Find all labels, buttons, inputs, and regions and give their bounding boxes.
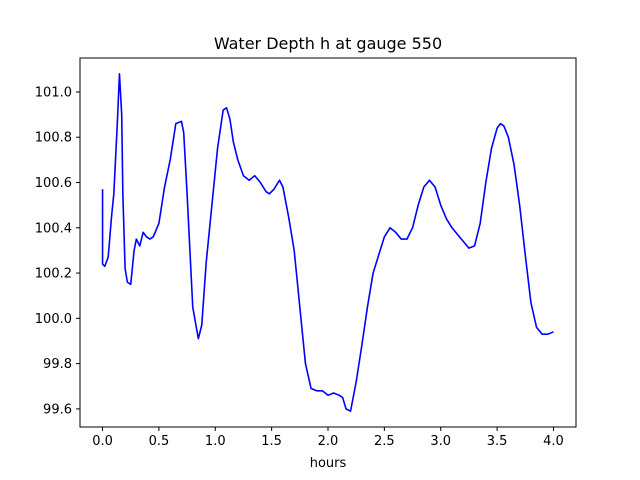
y-tick-label: 100.0 bbox=[35, 312, 72, 327]
y-tick-label: 101.0 bbox=[35, 85, 72, 100]
plot-area bbox=[101, 73, 554, 412]
x-tick-label: 3.0 bbox=[430, 434, 451, 449]
y-tick-label: 99.8 bbox=[43, 357, 72, 372]
x-tick-label: 2.5 bbox=[374, 434, 395, 449]
y-tick-label: 100.6 bbox=[35, 176, 72, 191]
x-tick-label: 4.0 bbox=[543, 434, 564, 449]
x-tick-label: 3.5 bbox=[487, 434, 508, 449]
plot-frame bbox=[79, 57, 577, 428]
series-line-1 bbox=[101, 73, 554, 412]
x-axis-label: hours bbox=[310, 456, 347, 471]
y-tick-label: 100.8 bbox=[35, 131, 72, 146]
y-tick-label: 99.6 bbox=[43, 402, 72, 417]
x-tick-label: 0.0 bbox=[92, 434, 113, 449]
y-tick-label: 100.2 bbox=[35, 267, 72, 282]
x-tick-label: 1.5 bbox=[261, 434, 282, 449]
x-tick-label: 0.5 bbox=[149, 434, 170, 449]
chart-title: Water Depth h at gauge 550 bbox=[214, 34, 442, 53]
x-axis: 0.0 0.5 1.0 1.5 2.0 2.5 3.0 3.5 4.0 bbox=[92, 427, 564, 449]
x-tick-label: 2.0 bbox=[318, 434, 339, 449]
y-tick-label: 100.4 bbox=[35, 221, 72, 236]
y-axis: 99.6 99.8 100.0 100.2 100.4 100.6 100.8 101.0 bbox=[35, 85, 80, 417]
x-tick-label: 1.0 bbox=[205, 434, 226, 449]
